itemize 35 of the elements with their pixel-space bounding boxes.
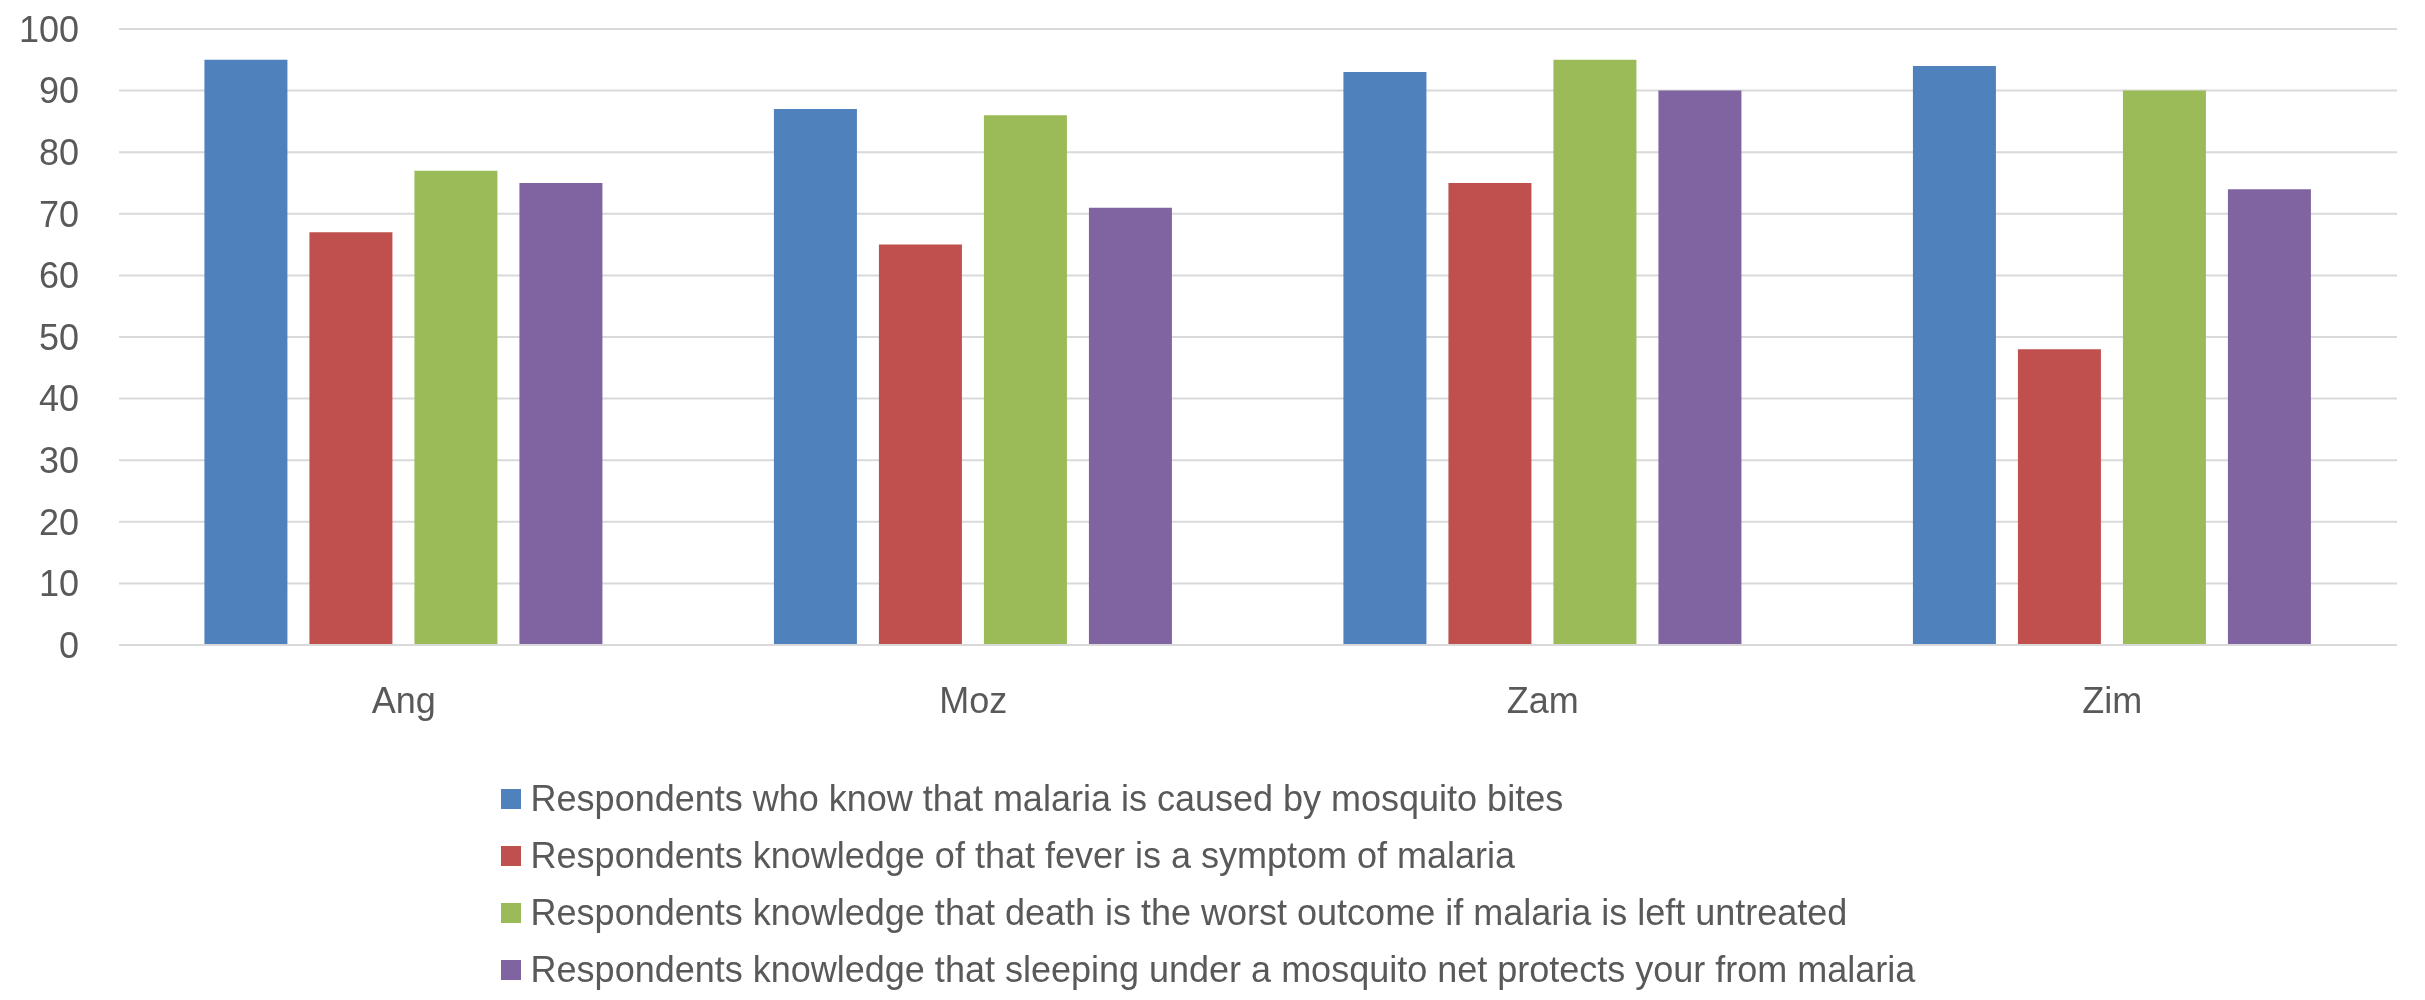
bar: [1912, 65, 1996, 645]
bar: [204, 59, 288, 645]
legend-label: Respondents who know that malaria is caused by mosquito bites: [530, 777, 1564, 820]
y-tick-label: 40: [38, 378, 79, 420]
y-tick-label: 90: [38, 70, 79, 112]
y-tick-label: 80: [38, 131, 79, 173]
y-tick-label: 0: [58, 624, 79, 666]
y-tick-label: 10: [38, 563, 79, 605]
bar: [773, 109, 857, 645]
bar: [1448, 183, 1532, 645]
y-tick-label: 60: [38, 255, 79, 297]
legend-label: Respondents knowledge of that fever is a symptom of malaria: [530, 834, 1516, 877]
bar: [2227, 189, 2311, 645]
bar: [1658, 90, 1742, 645]
bar: [983, 115, 1067, 645]
bar: [309, 232, 393, 645]
bar: [519, 183, 603, 645]
bar: [2122, 90, 2206, 645]
legend-label: Respondents knowledge that death is the worst outcome if malaria is left untreated: [530, 891, 1848, 934]
bar: [414, 170, 498, 645]
y-tick-label: 70: [38, 193, 79, 235]
y-tick-label: 30: [38, 439, 79, 481]
bar: [1343, 72, 1427, 645]
x-tick-label: Zam: [1506, 679, 1579, 721]
legend-label: Respondents knowledge that sleeping under a mosquito net protects your from malaria: [530, 948, 1916, 991]
bar: [1553, 59, 1637, 645]
bar: [1088, 207, 1172, 645]
y-tick-label: 20: [38, 501, 79, 543]
x-tick-label: Ang: [371, 679, 436, 721]
x-tick-label: Zim: [2082, 679, 2143, 721]
y-tick-label: 50: [38, 316, 79, 358]
x-tick-label: Moz: [939, 679, 1008, 721]
y-tick-label: 100: [18, 8, 79, 50]
bar: [878, 244, 962, 645]
bar: [2017, 349, 2101, 645]
